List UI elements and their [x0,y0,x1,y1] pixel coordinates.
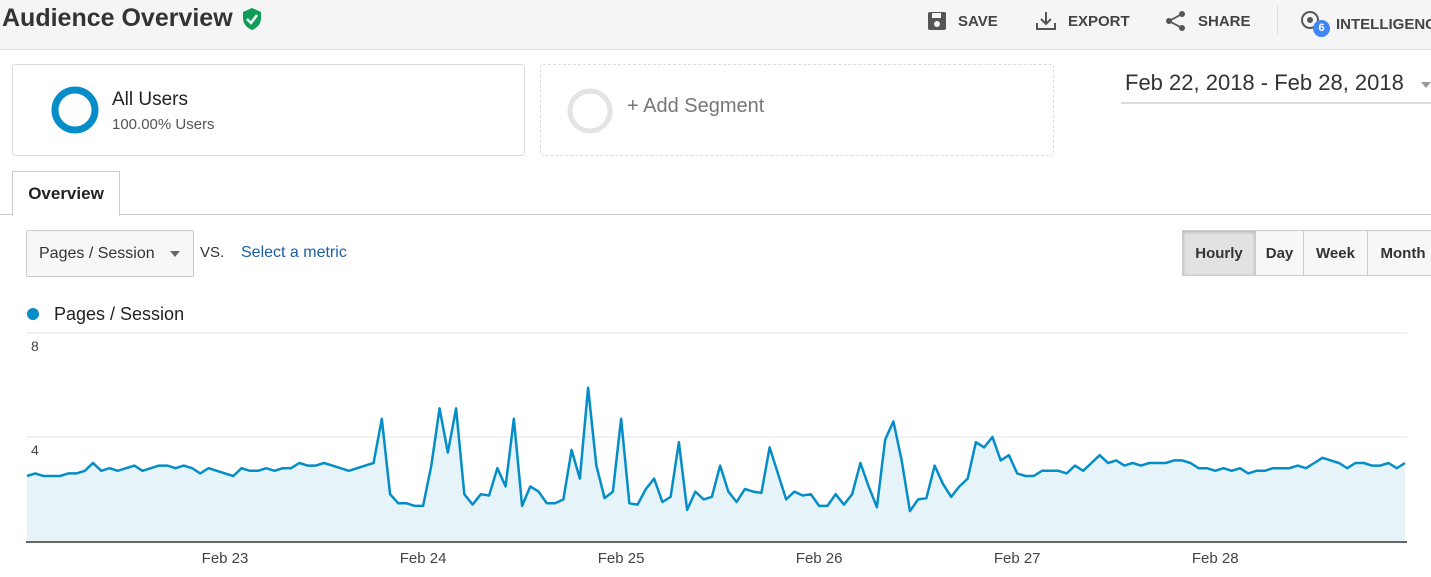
date-range[interactable]: Feb 22, 2018 - Feb 28, 2018 [1121,70,1431,104]
add-segment-label: + Add Segment [627,95,765,117]
segment-detail: 100.00% Users [112,116,215,133]
header-bar [0,0,1431,50]
legend-label: Pages / Session [54,304,184,324]
x-tick-label: Feb 23 [202,550,249,567]
x-tick-label: Feb 25 [598,550,645,567]
export-button[interactable]: EXPORT [1034,10,1130,32]
y-tick-label: 4 [31,442,39,458]
granularity-button[interactable]: Week [1303,230,1368,276]
x-tick-label: Feb 26 [796,550,843,567]
tab[interactable]: Overview [12,171,120,216]
verified-icon [242,7,261,30]
add-segment[interactable]: + Add Segment [540,64,1054,156]
page-title: Audience Overview [2,4,233,32]
segment-ring [51,86,99,134]
date-range-text: Feb 22, 2018 - Feb 28, 2018 [1125,70,1404,95]
y-tick-label: 8 [31,338,39,354]
export-icon [1036,12,1056,30]
segment-card[interactable]: All Users 100.00% Users [12,64,525,156]
add-ring [567,88,613,134]
dropdown-arrow [1421,82,1431,88]
action-label: SAVE [958,12,998,30]
metric-dropdown[interactable]: Pages / Session [26,230,194,277]
share-button[interactable]: SHARE [1164,10,1251,32]
save-button[interactable]: SAVE [926,10,998,32]
save-icon [928,12,946,30]
badge: 6 [1313,20,1330,37]
share-icon [1166,11,1185,31]
segment-name: All Users [112,89,189,110]
x-tick-label: Feb 28 [1192,550,1239,567]
action-label: INTELLIGENCE [1336,15,1431,33]
metric-label: Pages / Session [39,245,155,262]
granularity-button[interactable]: Day [1255,230,1304,276]
area [27,387,1405,541]
vs-label: VS. [200,244,225,261]
granularity-button[interactable]: Month [1367,230,1431,276]
x-tick-label: Feb 27 [994,550,1041,567]
select-metric[interactable]: Select a metric [241,244,347,261]
x-tick-label: Feb 24 [400,550,447,567]
action-label: SHARE [1198,12,1251,30]
divider [1277,6,1278,34]
dropdown-arrow [170,251,180,257]
legend-marker [27,308,39,320]
line [26,386,1406,513]
title-wrap: Audience Overview [2,4,263,33]
action-label: EXPORT [1068,12,1130,30]
tab-rule [0,214,1431,215]
